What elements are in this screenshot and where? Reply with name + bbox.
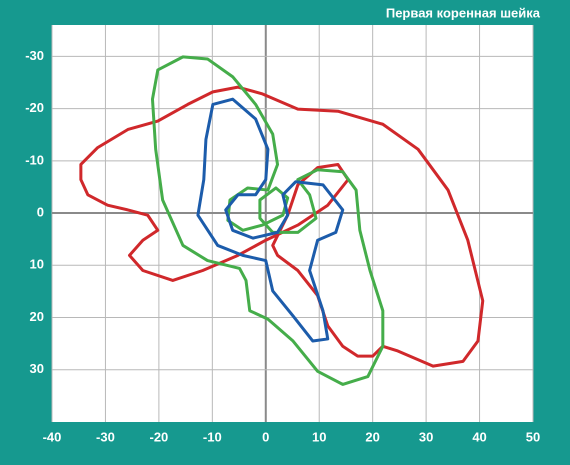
load-curve	[150, 55, 385, 386]
chart-title: Первая коренная шейка	[386, 5, 541, 20]
y-tick-label: -20	[25, 100, 44, 115]
y-tick-label: -30	[25, 48, 44, 63]
x-tick-label: 40	[472, 429, 486, 444]
x-tick-label: -40	[43, 429, 62, 444]
x-tick-label: -30	[96, 429, 115, 444]
x-tick-label: 30	[419, 429, 433, 444]
x-tick-label: 10	[312, 429, 326, 444]
x-tick-label: -10	[203, 429, 222, 444]
x-tick-label: -20	[149, 429, 168, 444]
y-tick-label: 0	[37, 204, 44, 219]
y-tick-label: -10	[25, 152, 44, 167]
y-tick-label: 10	[30, 257, 44, 272]
plot-area	[52, 25, 533, 422]
y-tick-label: 20	[30, 309, 44, 324]
load-curve	[196, 97, 345, 343]
x-tick-label: 50	[526, 429, 540, 444]
x-tick-label: 20	[365, 429, 379, 444]
x-tick-label: 0	[262, 429, 269, 444]
y-tick-label: 30	[30, 361, 44, 376]
